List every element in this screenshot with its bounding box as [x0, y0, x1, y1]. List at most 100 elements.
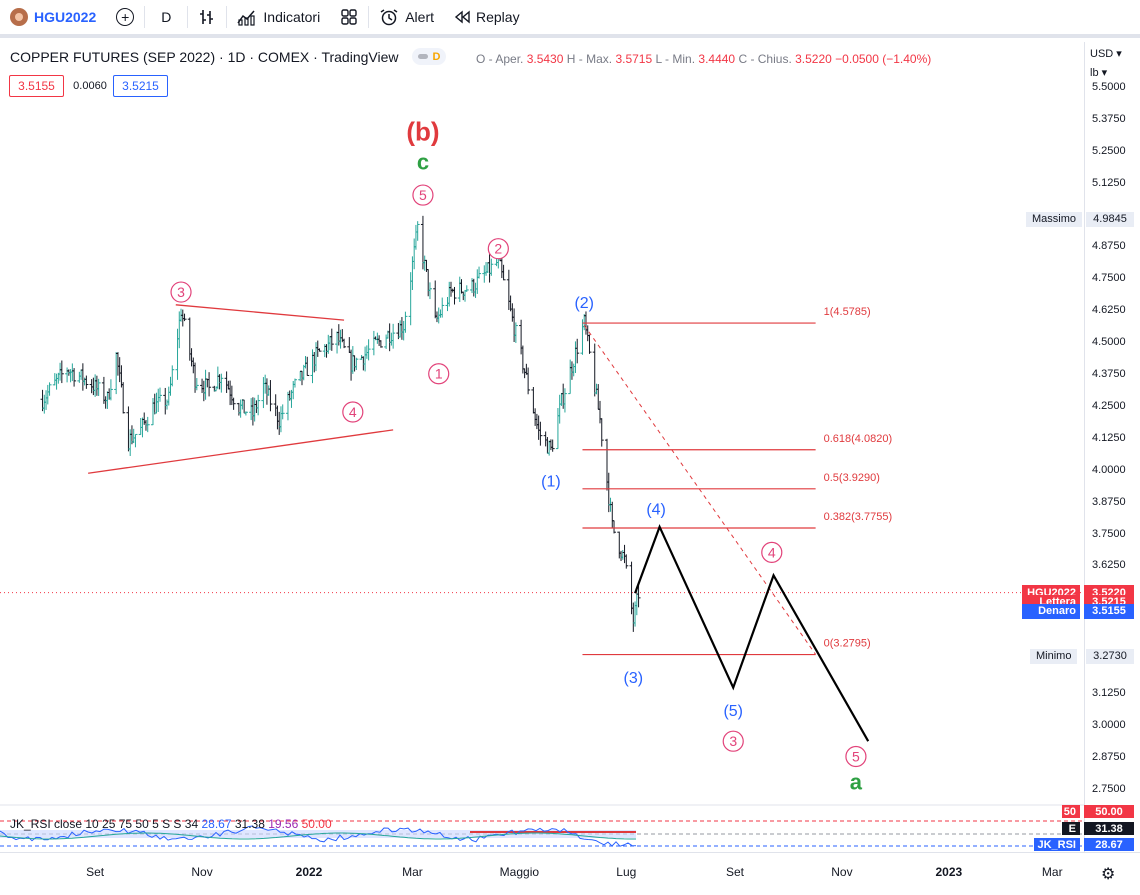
- market-badge-label: D: [432, 50, 441, 63]
- drawings: 1(4.5785) 0.618(4.0820) 0.5(3.9290) 0.382(3…: [0, 304, 1084, 742]
- close-value: 3.5220: [795, 52, 832, 66]
- rsi-ma-line: [0, 832, 636, 840]
- rsi-legend-value: 31.38: [234, 817, 269, 831]
- price-tick-label: 3.0000: [1092, 718, 1126, 731]
- price-tick-label: 5.5000: [1092, 80, 1126, 93]
- rsi-tag-label: 50: [1062, 805, 1080, 818]
- price-tag-value: 3.2730: [1086, 648, 1134, 664]
- high-label: H - Max.: [566, 52, 613, 66]
- time-tick-label: 2023: [935, 865, 963, 879]
- layouts-button[interactable]: [330, 0, 368, 34]
- price-bars: [40, 215, 641, 632]
- indicators-button[interactable]: Indicatori: [227, 0, 330, 34]
- status-dot-icon: [418, 54, 429, 59]
- replay-button[interactable]: Replay: [444, 0, 530, 34]
- wave-label: (4): [646, 502, 666, 519]
- replay-label: Replay: [476, 9, 520, 25]
- wave-label: 2: [494, 241, 502, 257]
- toolbar-divider: [187, 6, 189, 28]
- rsi-legend-value: 28.67: [201, 817, 235, 831]
- time-axis[interactable]: [0, 852, 1140, 895]
- fib-trend-diagonal: [583, 324, 817, 655]
- chart-title: COPPER FUTURES (SEP 2022) · 1D · COMEX ·…: [10, 48, 399, 65]
- rsi-legend-value: 19.56: [268, 817, 302, 831]
- price-tag-label: Denaro: [1022, 603, 1080, 619]
- price-tick-label: 4.7500: [1092, 272, 1126, 285]
- time-tick-label: Nov: [191, 865, 213, 879]
- price-tick-label: 5.3750: [1092, 112, 1126, 125]
- wave-label: (1): [541, 474, 561, 491]
- buy-price-button[interactable]: 3.5215: [113, 75, 168, 97]
- price-tick-label: 4.1250: [1092, 431, 1126, 444]
- indicators-label: Indicatori: [263, 9, 321, 25]
- plus-circle-icon: +: [116, 8, 135, 26]
- copper-logo-icon: [10, 8, 28, 26]
- low-value: 3.4440: [698, 52, 736, 66]
- currency-label: USD: [1090, 48, 1114, 60]
- wave-label: (b): [406, 116, 439, 146]
- triangle-trendline: [175, 304, 345, 321]
- time-tick-label: Set: [725, 865, 744, 879]
- fib-level-label: 0.5(3.9290): [824, 472, 880, 484]
- price-tick-label: 2.7500: [1092, 782, 1126, 795]
- time-tick-label: Lug: [616, 865, 637, 879]
- unit-selector[interactable]: lb ▾: [1090, 67, 1108, 79]
- rsi-tag-value: 28.67: [1084, 838, 1134, 851]
- alarm-clock-icon: [380, 9, 398, 26]
- rsi-tag-value: 50.00: [1084, 805, 1134, 818]
- rsi-legend: JK_RSI close 10 25 75 50 5 S S 34 28.67 …: [10, 817, 332, 831]
- time-tick-label: Mar: [1041, 865, 1063, 879]
- wave-label: a: [850, 770, 863, 795]
- interval-label: D: [161, 9, 172, 25]
- indicators-icon: [237, 10, 255, 26]
- rsi-tag-value: 31.38: [1084, 822, 1134, 835]
- time-tick-label: 2022: [295, 865, 323, 879]
- time-tick-label: Maggio: [499, 865, 540, 879]
- time-tick-label: Mar: [402, 865, 423, 879]
- top-toolbar: HGU2022 + D Indicatori: [0, 0, 1140, 38]
- wave-label-circle: [722, 730, 744, 752]
- rsi-line: [0, 825, 637, 847]
- market-status-badge[interactable]: D: [412, 48, 447, 65]
- rsi-tag-label: JK_RSI: [1034, 838, 1080, 851]
- price-tick-label: 4.0000: [1092, 463, 1126, 476]
- wave-label: 4: [349, 404, 357, 420]
- wave-projection-path: [634, 523, 870, 742]
- currency-selector[interactable]: USD ▾: [1090, 48, 1122, 60]
- alert-button[interactable]: Alert: [369, 0, 444, 34]
- price-tick-label: 3.1250: [1092, 687, 1126, 699]
- price-tag-value: 4.9845: [1086, 211, 1134, 227]
- triangle-trendline: [88, 429, 394, 474]
- price-tick-label: 4.6250: [1092, 304, 1126, 317]
- sell-price-button[interactable]: 3.5155: [9, 75, 64, 97]
- wave-label: 3: [177, 284, 185, 300]
- chart-type-button[interactable]: [188, 0, 226, 34]
- wave-label: 4: [768, 544, 776, 560]
- price-tag-label: Minimo: [1030, 648, 1078, 664]
- close-label: C - Chius.: [738, 52, 792, 66]
- symbol-search-button[interactable]: HGU2022: [0, 0, 106, 34]
- high-value: 3.5715: [615, 52, 653, 66]
- fib-level-label: 0.618(4.0820): [824, 433, 893, 445]
- price-tick-label: 3.7500: [1092, 527, 1126, 540]
- wave-label: 5: [419, 187, 427, 203]
- time-tick-label: Nov: [831, 865, 853, 879]
- wave-label-circle: [487, 238, 509, 260]
- price-tag-label: Massimo: [1026, 211, 1083, 227]
- price-axis[interactable]: 5.5000 5.3750 5.2500 5.1250 4.8750 4.7500 4.62…: [1084, 42, 1140, 852]
- change-value: −0.0500 (−1.40%): [835, 52, 932, 66]
- wave-label: (5): [723, 703, 743, 720]
- open-label: O - Aper.: [476, 52, 524, 66]
- price-tick-label: 3.8750: [1092, 495, 1126, 508]
- interval-button[interactable]: D: [145, 0, 187, 34]
- rsi-legend-value: 50.00: [301, 817, 332, 831]
- ohlc-values: O - Aper. 3.5430 H - Max. 3.5715 L - Min…: [476, 52, 931, 66]
- add-symbol-button[interactable]: +: [106, 0, 144, 34]
- toolbar-divider: [226, 6, 228, 28]
- settings-gear-icon[interactable]: ⚙: [1101, 866, 1116, 883]
- price-tag-value: 3.5155: [1084, 603, 1134, 619]
- wave-label: 1: [435, 366, 443, 382]
- wave-label: c: [417, 150, 429, 175]
- wave-label-circle: [412, 184, 434, 206]
